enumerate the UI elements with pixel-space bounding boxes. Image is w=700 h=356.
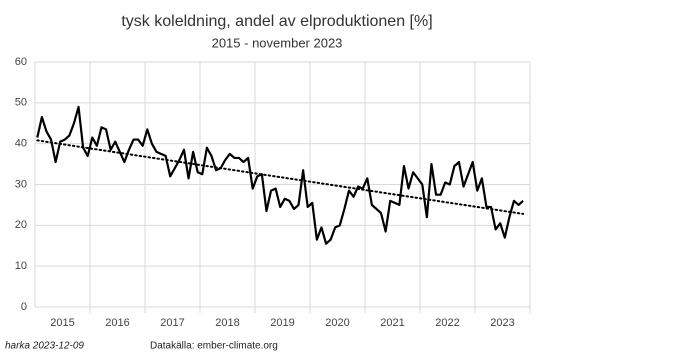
y-tick-label: 30 [15,178,27,190]
chart-title: tysk koleldning, andel av elproduktionen… [121,13,432,30]
y-tick-label: 60 [15,56,27,68]
y-tick-label: 10 [15,260,27,272]
y-tick-label: 50 [15,97,27,109]
x-tick-label: 2019 [270,317,294,329]
x-tick-label: 2018 [215,317,239,329]
x-tick-label: 2015 [50,317,74,329]
data-line [36,105,524,245]
x-tick-label: 2016 [105,317,129,329]
y-tick-label: 20 [15,219,27,231]
x-tick-label: 2021 [380,317,404,329]
x-tick-label: 2017 [160,317,184,329]
footer-source: Datakälla: ember-climate.org [150,341,278,352]
y-tick-label: 40 [15,138,27,150]
y-tick-label: 0 [21,301,27,313]
trend-line [36,139,525,215]
chart-subtitle: 2015 - november 2023 [212,35,343,50]
x-tick-label: 2022 [435,317,459,329]
x-tick-label: 2023 [490,317,514,329]
x-tick-label: 2020 [325,317,349,329]
footer-author: harka 2023-12-09 [5,341,84,352]
